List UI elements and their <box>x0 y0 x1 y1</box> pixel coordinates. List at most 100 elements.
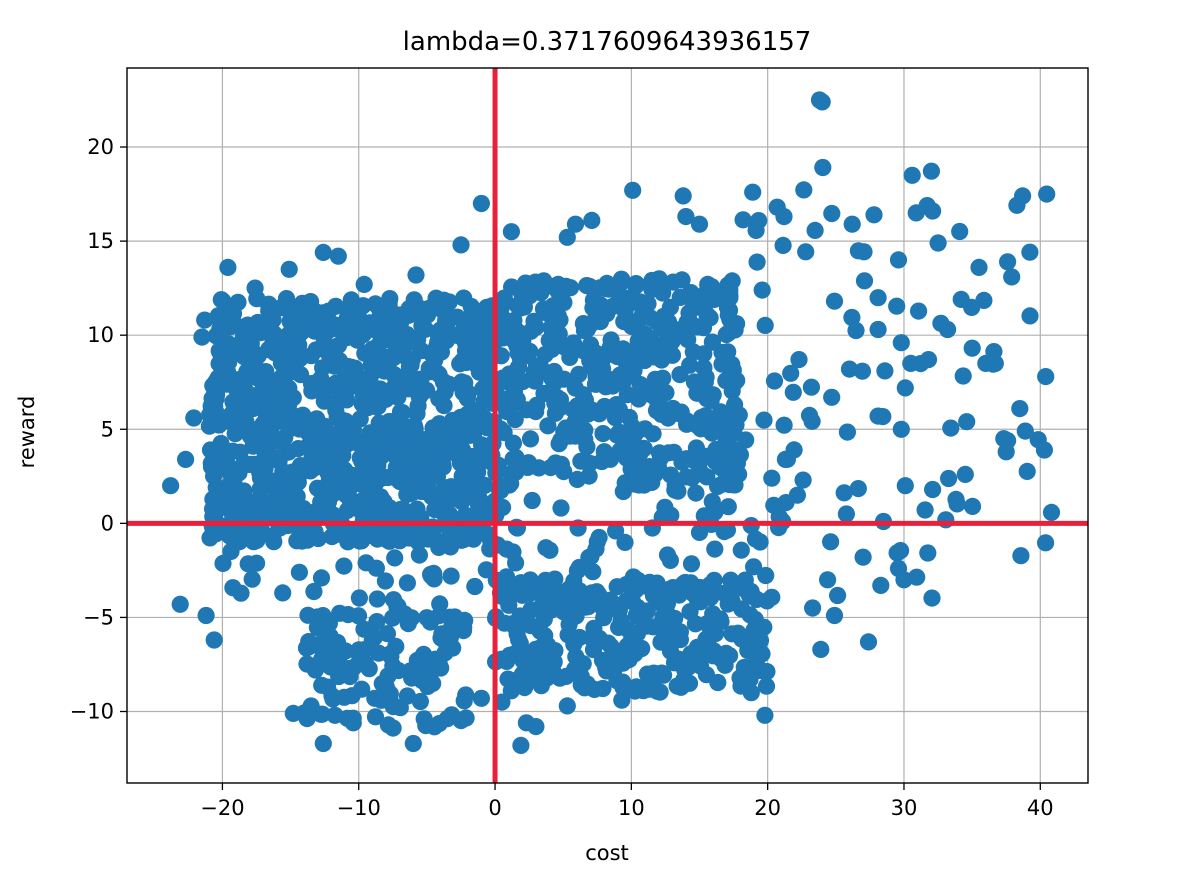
scatter-point <box>493 693 511 711</box>
scatter-point <box>1016 422 1034 440</box>
scatter-point <box>411 692 429 711</box>
scatter-point <box>308 303 326 321</box>
scatter-point <box>550 435 568 453</box>
scatter-point <box>664 273 682 291</box>
scatter-point <box>578 438 596 456</box>
scatter-point <box>802 378 821 396</box>
scatter-point <box>929 234 947 252</box>
scatter-point <box>217 349 235 367</box>
scatter-point <box>549 277 567 295</box>
scatter-point <box>472 689 490 707</box>
chart-title: lambda=0.3717609643936157 <box>403 27 812 57</box>
scatter-point <box>546 394 564 412</box>
scatter-point <box>566 215 585 233</box>
scatter-point <box>695 345 713 363</box>
scatter-point <box>325 478 343 496</box>
scatter-point <box>506 554 525 572</box>
scatter-point <box>636 677 654 696</box>
scatter-point <box>748 649 766 667</box>
x-tick-label: −10 <box>337 796 381 820</box>
scatter-point <box>419 677 437 696</box>
x-tick-label: 20 <box>754 796 781 820</box>
scatter-point <box>318 497 336 515</box>
scatter-point <box>607 522 625 540</box>
scatter-point <box>919 351 938 369</box>
scatter-point <box>693 465 711 483</box>
scatter-point <box>497 540 516 558</box>
scatter-point <box>939 320 957 339</box>
scatter-point <box>624 181 642 199</box>
scatter-point <box>522 617 540 635</box>
scatter-point <box>630 476 648 494</box>
scatter-point <box>327 297 345 315</box>
scatter-point <box>757 566 775 585</box>
scatter-point <box>1037 368 1055 386</box>
scatter-point <box>907 204 925 222</box>
scatter-point <box>349 607 368 625</box>
scatter-point <box>239 555 257 573</box>
scatter-point <box>626 425 644 443</box>
scatter-point <box>502 223 520 241</box>
scatter-point <box>521 571 539 589</box>
scatter-point <box>386 549 404 567</box>
scatter-point <box>763 588 781 606</box>
scatter-point <box>963 497 982 515</box>
scatter-point <box>548 295 566 313</box>
scatter-point <box>641 573 659 591</box>
scatter-point <box>427 338 445 357</box>
scatter-point <box>337 329 355 347</box>
scatter-point <box>467 461 485 479</box>
scatter-point <box>207 525 225 543</box>
scatter-point <box>952 290 970 308</box>
scatter-point <box>244 437 262 455</box>
scatter-point <box>641 309 659 327</box>
scatter-point <box>387 637 405 656</box>
scatter-point <box>512 736 530 755</box>
scatter-point <box>339 483 357 501</box>
scatter-point <box>366 708 385 726</box>
scatter-point <box>378 625 396 643</box>
scatter-point <box>415 645 433 664</box>
scatter-point <box>643 271 661 290</box>
scatter-point <box>376 572 394 590</box>
scatter-point <box>681 603 699 621</box>
scatter-point <box>706 503 724 521</box>
scatter-point <box>355 620 373 638</box>
scatter-point <box>305 459 323 477</box>
scatter-point <box>698 305 716 323</box>
scatter-point <box>595 349 613 367</box>
scatter-point <box>283 463 301 481</box>
scatter-point <box>368 431 386 449</box>
scatter-point <box>948 495 966 513</box>
scatter-point <box>335 688 353 706</box>
scatter-point <box>825 606 844 625</box>
scatter-point <box>214 292 232 310</box>
scatter-point <box>723 625 741 643</box>
scatter-point <box>555 463 573 481</box>
scatter-point <box>541 541 559 559</box>
scatter-point <box>819 571 837 589</box>
scatter-point <box>229 293 247 311</box>
scatter-point <box>822 533 840 551</box>
scatter-point <box>162 477 180 495</box>
scatter-point <box>682 555 701 573</box>
scatter-point <box>790 351 808 369</box>
scatter-point <box>381 691 399 710</box>
scatter-point <box>706 540 724 558</box>
scatter-point <box>719 343 737 361</box>
scatter-point <box>855 272 874 290</box>
scatter-point <box>508 391 526 409</box>
scatter-point <box>350 589 368 607</box>
scatter-point <box>644 618 662 636</box>
scatter-point <box>281 302 299 320</box>
scatter-point <box>776 450 795 468</box>
scatter-point <box>535 272 553 290</box>
y-tick-label: 10 <box>87 323 114 347</box>
scatter-point <box>246 279 264 297</box>
scatter-points <box>162 91 1061 755</box>
scatter-point <box>495 289 513 307</box>
scatter-point <box>583 584 601 602</box>
scatter-point <box>410 527 428 545</box>
scatter-point <box>616 533 634 552</box>
scatter-point <box>546 570 564 588</box>
